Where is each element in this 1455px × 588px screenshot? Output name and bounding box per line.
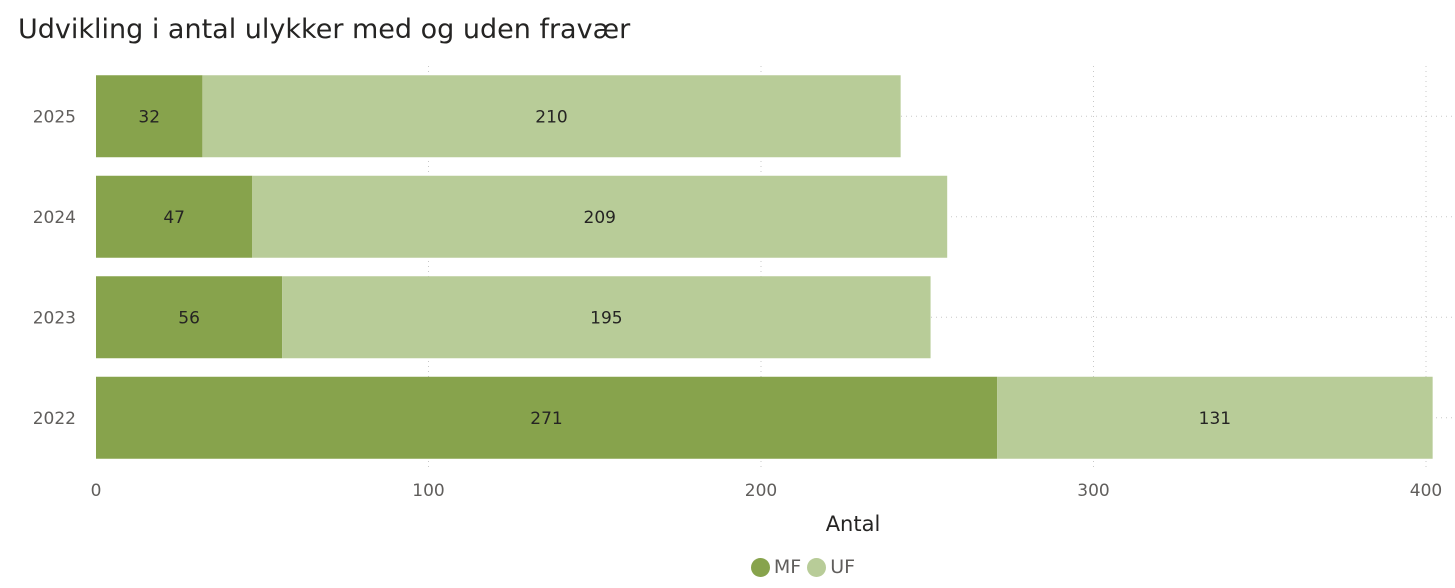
bar-uf-2022[interactable] xyxy=(997,376,1433,459)
bar-uf-2025[interactable] xyxy=(202,75,901,158)
chart-title: Udvikling i antal ulykker med og uden fr… xyxy=(18,14,631,45)
y-tick-label-2024: 2024 xyxy=(33,208,76,228)
x-tick-label-300: 300 xyxy=(1077,481,1109,501)
x-tick-label-100: 100 xyxy=(412,481,444,501)
x-tick-label-200: 200 xyxy=(745,481,777,501)
bar-mf-2022[interactable] xyxy=(96,376,998,459)
data-label-uf-2023: 195 xyxy=(590,308,622,328)
legend-item-mf[interactable]: MF xyxy=(750,556,802,578)
bar-uf-2024[interactable] xyxy=(252,175,948,258)
y-tick-label-2022: 2022 xyxy=(33,409,76,429)
legend: MF UF xyxy=(0,556,1455,578)
legend-label-mf: MF xyxy=(773,556,802,578)
data-label-mf-2025: 32 xyxy=(138,107,160,127)
x-tick-label-400: 400 xyxy=(1410,481,1442,501)
legend-label-uf: UF xyxy=(830,556,856,578)
y-tick-label-2025: 2025 xyxy=(33,107,76,127)
legend-swatch-mf xyxy=(750,557,770,577)
legend-item-uf[interactable]: UF xyxy=(807,556,855,578)
bar-mf-2025[interactable] xyxy=(96,75,203,158)
bar-uf-2023[interactable] xyxy=(282,276,931,359)
data-label-uf-2022: 131 xyxy=(1199,409,1231,429)
data-label-mf-2024: 47 xyxy=(163,208,185,228)
data-label-mf-2022: 271 xyxy=(530,409,562,429)
bar-mf-2023[interactable] xyxy=(96,276,283,359)
data-label-mf-2023: 56 xyxy=(178,308,200,328)
legend-swatch-uf xyxy=(807,557,827,577)
y-tick-label-2023: 2023 xyxy=(33,308,76,328)
data-label-uf-2025: 210 xyxy=(535,107,567,127)
bar-mf-2024[interactable] xyxy=(96,175,253,258)
data-label-uf-2024: 209 xyxy=(584,208,616,228)
x-tick-label-0: 0 xyxy=(91,481,102,501)
x-axis-title: Antal xyxy=(825,512,881,536)
